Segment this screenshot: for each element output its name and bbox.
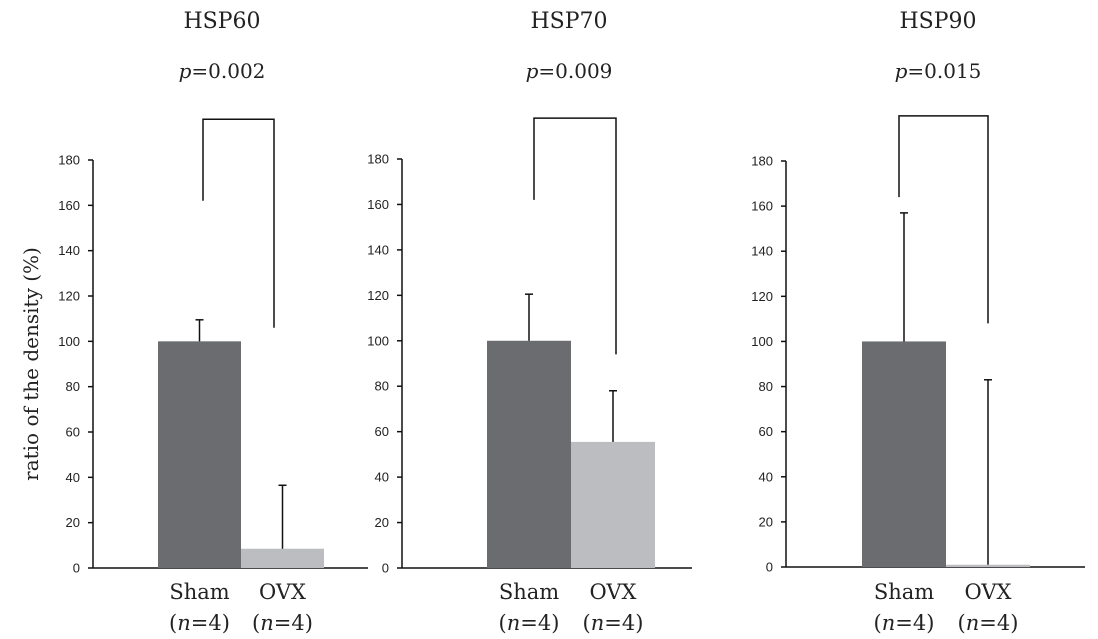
chart-panel-hsp90: HSP90 p=0.015 0 20 40 60 80 100 120 140 160 180 Sham…	[751, 9, 1085, 635]
y-tick-label: 160	[751, 199, 773, 214]
sample-size-label: (n=4)	[874, 611, 935, 635]
n-value: =4)	[979, 611, 1018, 635]
y-tick-label: 20	[759, 514, 773, 529]
paren-open: (	[169, 611, 177, 635]
category-label: Sham	[169, 580, 229, 604]
y-tick-label: 0	[73, 561, 80, 576]
bar-sham	[158, 341, 241, 568]
n-symbol: n	[507, 611, 521, 635]
n-symbol: n	[177, 611, 191, 635]
y-tick-label: 40	[66, 470, 80, 485]
y-tick-label: 120	[367, 288, 389, 303]
bar-ovx	[946, 564, 1030, 567]
significance-bracket	[533, 117, 617, 355]
paren-open: (	[499, 611, 507, 635]
sample-size-label: (n=4)	[958, 611, 1019, 635]
n-value: =4)	[604, 611, 643, 635]
y-axis-label: ratio of the density (%)	[19, 247, 43, 481]
y-tick-label: 40	[375, 470, 389, 485]
chart-panel-hsp70: HSP70 p=0.009 0 20 40 60 80 100 120 140 160 180 Sham…	[367, 9, 692, 635]
y-tick-label: 100	[751, 334, 773, 349]
n-symbol: n	[966, 611, 980, 635]
p-value-label: p=0.009	[526, 59, 613, 83]
chart-title: HSP70	[530, 9, 607, 34]
n-symbol: n	[591, 611, 605, 635]
p-value-label: p=0.015	[895, 59, 982, 83]
y-tick-label: 120	[751, 289, 773, 304]
y-tick-label: 180	[367, 152, 389, 167]
chart-title: HSP60	[183, 9, 260, 34]
bar-ovx	[241, 548, 324, 568]
p-symbol: p	[179, 59, 192, 83]
n-symbol: n	[260, 611, 274, 635]
p-value-label: p=0.002	[179, 59, 266, 83]
y-tick-label: 40	[759, 469, 773, 484]
sample-size-label: (n=4)	[499, 611, 560, 635]
p-value: =0.002	[191, 59, 265, 83]
bar-ovx	[571, 441, 655, 568]
y-tick-label: 80	[66, 379, 80, 394]
sample-size-label: (n=4)	[169, 611, 230, 635]
y-tick-label: 20	[66, 515, 80, 530]
p-symbol: p	[526, 59, 539, 83]
paren-open: (	[958, 611, 966, 635]
y-tick-label: 100	[58, 334, 80, 349]
p-value: =0.015	[907, 59, 981, 83]
y-tick-label: 80	[375, 379, 389, 394]
category-label: OVX	[259, 580, 306, 604]
paren-open: (	[252, 611, 260, 635]
chart-title: HSP90	[899, 9, 976, 34]
y-tick-label: 60	[759, 424, 773, 439]
category-label: Sham	[499, 580, 559, 604]
chart-panel-hsp60: HSP60 p=0.002 0 20 40 60 80 100 120 140 160 180 Sham…	[58, 9, 368, 635]
n-value: =4)	[191, 611, 230, 635]
p-symbol: p	[895, 59, 908, 83]
sample-size-label: (n=4)	[583, 611, 644, 635]
y-tick-label: 60	[375, 424, 389, 439]
y-tick-label: 180	[58, 153, 80, 168]
n-value: =4)	[520, 611, 559, 635]
category-label: OVX	[590, 580, 637, 604]
bar-sham	[862, 341, 946, 567]
panels: HSP60p=0.002020406080100120140160180Sham…	[58, 9, 1085, 635]
y-tick-label: 160	[367, 197, 389, 212]
y-tick-label: 100	[367, 333, 389, 348]
y-tick-label: 180	[751, 154, 773, 169]
category-label: OVX	[965, 580, 1012, 604]
y-tick-label: 0	[382, 561, 389, 576]
y-tick-label: 140	[751, 244, 773, 259]
bar-sham	[487, 340, 571, 568]
y-tick-label: 120	[58, 289, 80, 304]
y-tick-label: 140	[58, 243, 80, 258]
paren-open: (	[583, 611, 591, 635]
y-tick-label: 80	[759, 379, 773, 394]
category-label: Sham	[874, 580, 934, 604]
y-tick-label: 160	[58, 198, 80, 213]
n-value: =4)	[895, 611, 934, 635]
n-symbol: n	[882, 611, 896, 635]
y-tick-label: 140	[367, 242, 389, 257]
y-tick-label: 0	[766, 560, 773, 575]
sample-size-label: (n=4)	[252, 611, 313, 635]
significance-bracket	[202, 118, 275, 328]
y-tick-label: 20	[375, 515, 389, 530]
y-tick-label: 60	[66, 425, 80, 440]
p-value: =0.009	[538, 59, 612, 83]
paren-open: (	[874, 611, 882, 635]
significance-bracket	[898, 115, 989, 324]
n-value: =4)	[274, 611, 313, 635]
